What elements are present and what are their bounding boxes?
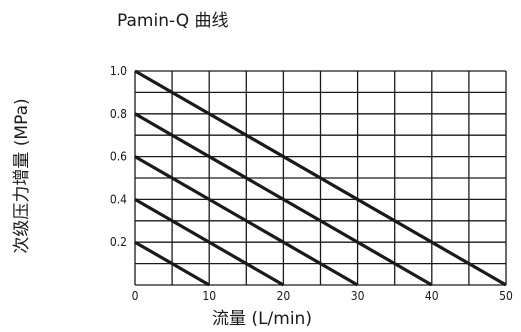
x-tick-label: 0 bbox=[132, 289, 139, 303]
x-tick-label: 30 bbox=[351, 289, 365, 303]
series-line-2 bbox=[134, 112, 433, 287]
x-tick-label: 50 bbox=[499, 289, 513, 303]
x-tick-label: 20 bbox=[277, 289, 291, 303]
x-tick-label: 10 bbox=[202, 289, 216, 303]
y-axis-ticks: 0.2 0.4 0.6 0.8 1.0 bbox=[110, 64, 127, 249]
series-line-4 bbox=[134, 198, 285, 287]
series-line-1 bbox=[134, 69, 507, 287]
x-axis-ticks: 0 10 20 30 40 50 bbox=[132, 289, 513, 303]
y-tick-label: 0.2 bbox=[110, 235, 127, 249]
x-axis-label: 流量 (L/min) bbox=[212, 309, 312, 329]
series-group bbox=[134, 69, 507, 287]
y-tick-label: 1.0 bbox=[110, 64, 127, 78]
y-axis-label: 次级压力增量 (MPa) bbox=[12, 98, 32, 253]
series-line-5 bbox=[134, 240, 210, 287]
series-line-3 bbox=[134, 155, 359, 287]
y-tick-label: 0.8 bbox=[110, 107, 127, 121]
y-tick-label: 0.6 bbox=[110, 150, 127, 164]
x-tick-label: 40 bbox=[425, 289, 439, 303]
chart-title: Pamin-Q 曲线 bbox=[117, 11, 229, 31]
y-tick-label: 0.4 bbox=[110, 192, 127, 206]
